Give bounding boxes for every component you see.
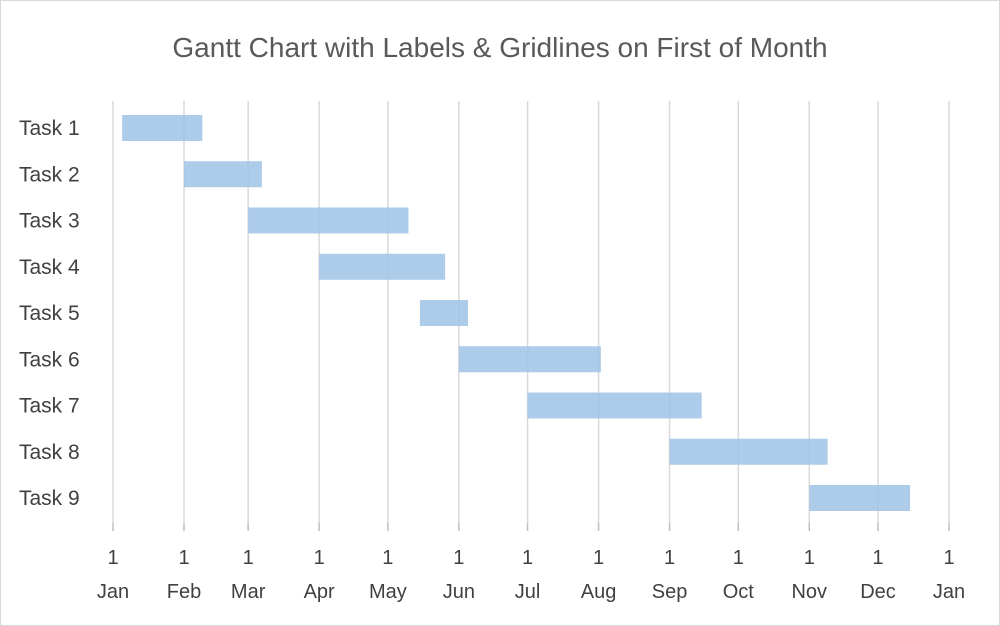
x-tick-day-label: 1 xyxy=(733,547,744,569)
task-bar xyxy=(248,207,409,234)
task-bar xyxy=(669,438,828,465)
x-tick-day-label: 1 xyxy=(243,547,254,569)
task-bar xyxy=(458,346,601,373)
x-tick-month-label: Apr xyxy=(304,581,335,603)
task-label: Task 9 xyxy=(19,487,80,510)
task-label: Task 4 xyxy=(19,256,80,279)
x-tick-day-label: 1 xyxy=(522,547,533,569)
bars xyxy=(122,115,911,511)
x-tick-month-label: Dec xyxy=(860,581,896,603)
x-tick-day-label: 1 xyxy=(804,547,815,569)
x-tick-day-label: 1 xyxy=(453,547,464,569)
y-axis-labels: Task 1 Task 2 Task 3 Task 4 Task 5 Task 6 Task… xyxy=(19,117,80,510)
task-bar xyxy=(319,253,446,280)
gridlines xyxy=(112,101,950,531)
x-axis-labels: 1 Jan 1 Feb 1 Mar 1 Apr 1 May 1 Jun 1 Jul 1 Aug 1 Sep 1 Oct… xyxy=(97,547,965,603)
task-label: Task 5 xyxy=(19,302,80,325)
task-label: Task 8 xyxy=(19,441,80,464)
task-bar xyxy=(419,300,469,326)
x-tick-day-label: 1 xyxy=(664,547,675,569)
task-bar xyxy=(527,392,702,419)
task-label: Task 7 xyxy=(19,395,80,418)
x-tick-day-label: 1 xyxy=(107,547,118,569)
x-tick-day-label: 1 xyxy=(593,547,604,569)
x-tick-month-label: Jul xyxy=(515,581,541,603)
x-tick-month-label: May xyxy=(369,581,407,603)
task-bar xyxy=(184,161,262,188)
x-tick-month-label: Jan xyxy=(933,581,965,603)
x-tick-month-label: Nov xyxy=(791,581,827,603)
x-tick-month-label: Feb xyxy=(167,581,201,603)
task-bar xyxy=(122,115,203,141)
task-label: Task 6 xyxy=(19,348,80,371)
x-tick-day-label: 1 xyxy=(314,547,325,569)
task-label: Task 2 xyxy=(19,163,80,186)
x-tick-month-label: Aug xyxy=(581,581,617,603)
x-tick-day-label: 1 xyxy=(178,547,189,569)
task-bar xyxy=(809,485,911,511)
task-label: Task 1 xyxy=(19,117,80,140)
x-tick-month-label: Mar xyxy=(231,581,266,603)
x-tick-month-label: Jun xyxy=(443,581,475,603)
x-tick-day-label: 1 xyxy=(943,547,954,569)
x-tick-day-label: 1 xyxy=(382,547,393,569)
x-tick-month-label: Jan xyxy=(97,581,129,603)
x-tick-month-label: Oct xyxy=(723,581,755,603)
x-tick-day-label: 1 xyxy=(872,547,883,569)
chart-title: Gantt Chart with Labels & Gridlines on F… xyxy=(172,32,827,63)
task-label: Task 3 xyxy=(19,210,80,233)
x-tick-month-label: Sep xyxy=(652,581,688,603)
